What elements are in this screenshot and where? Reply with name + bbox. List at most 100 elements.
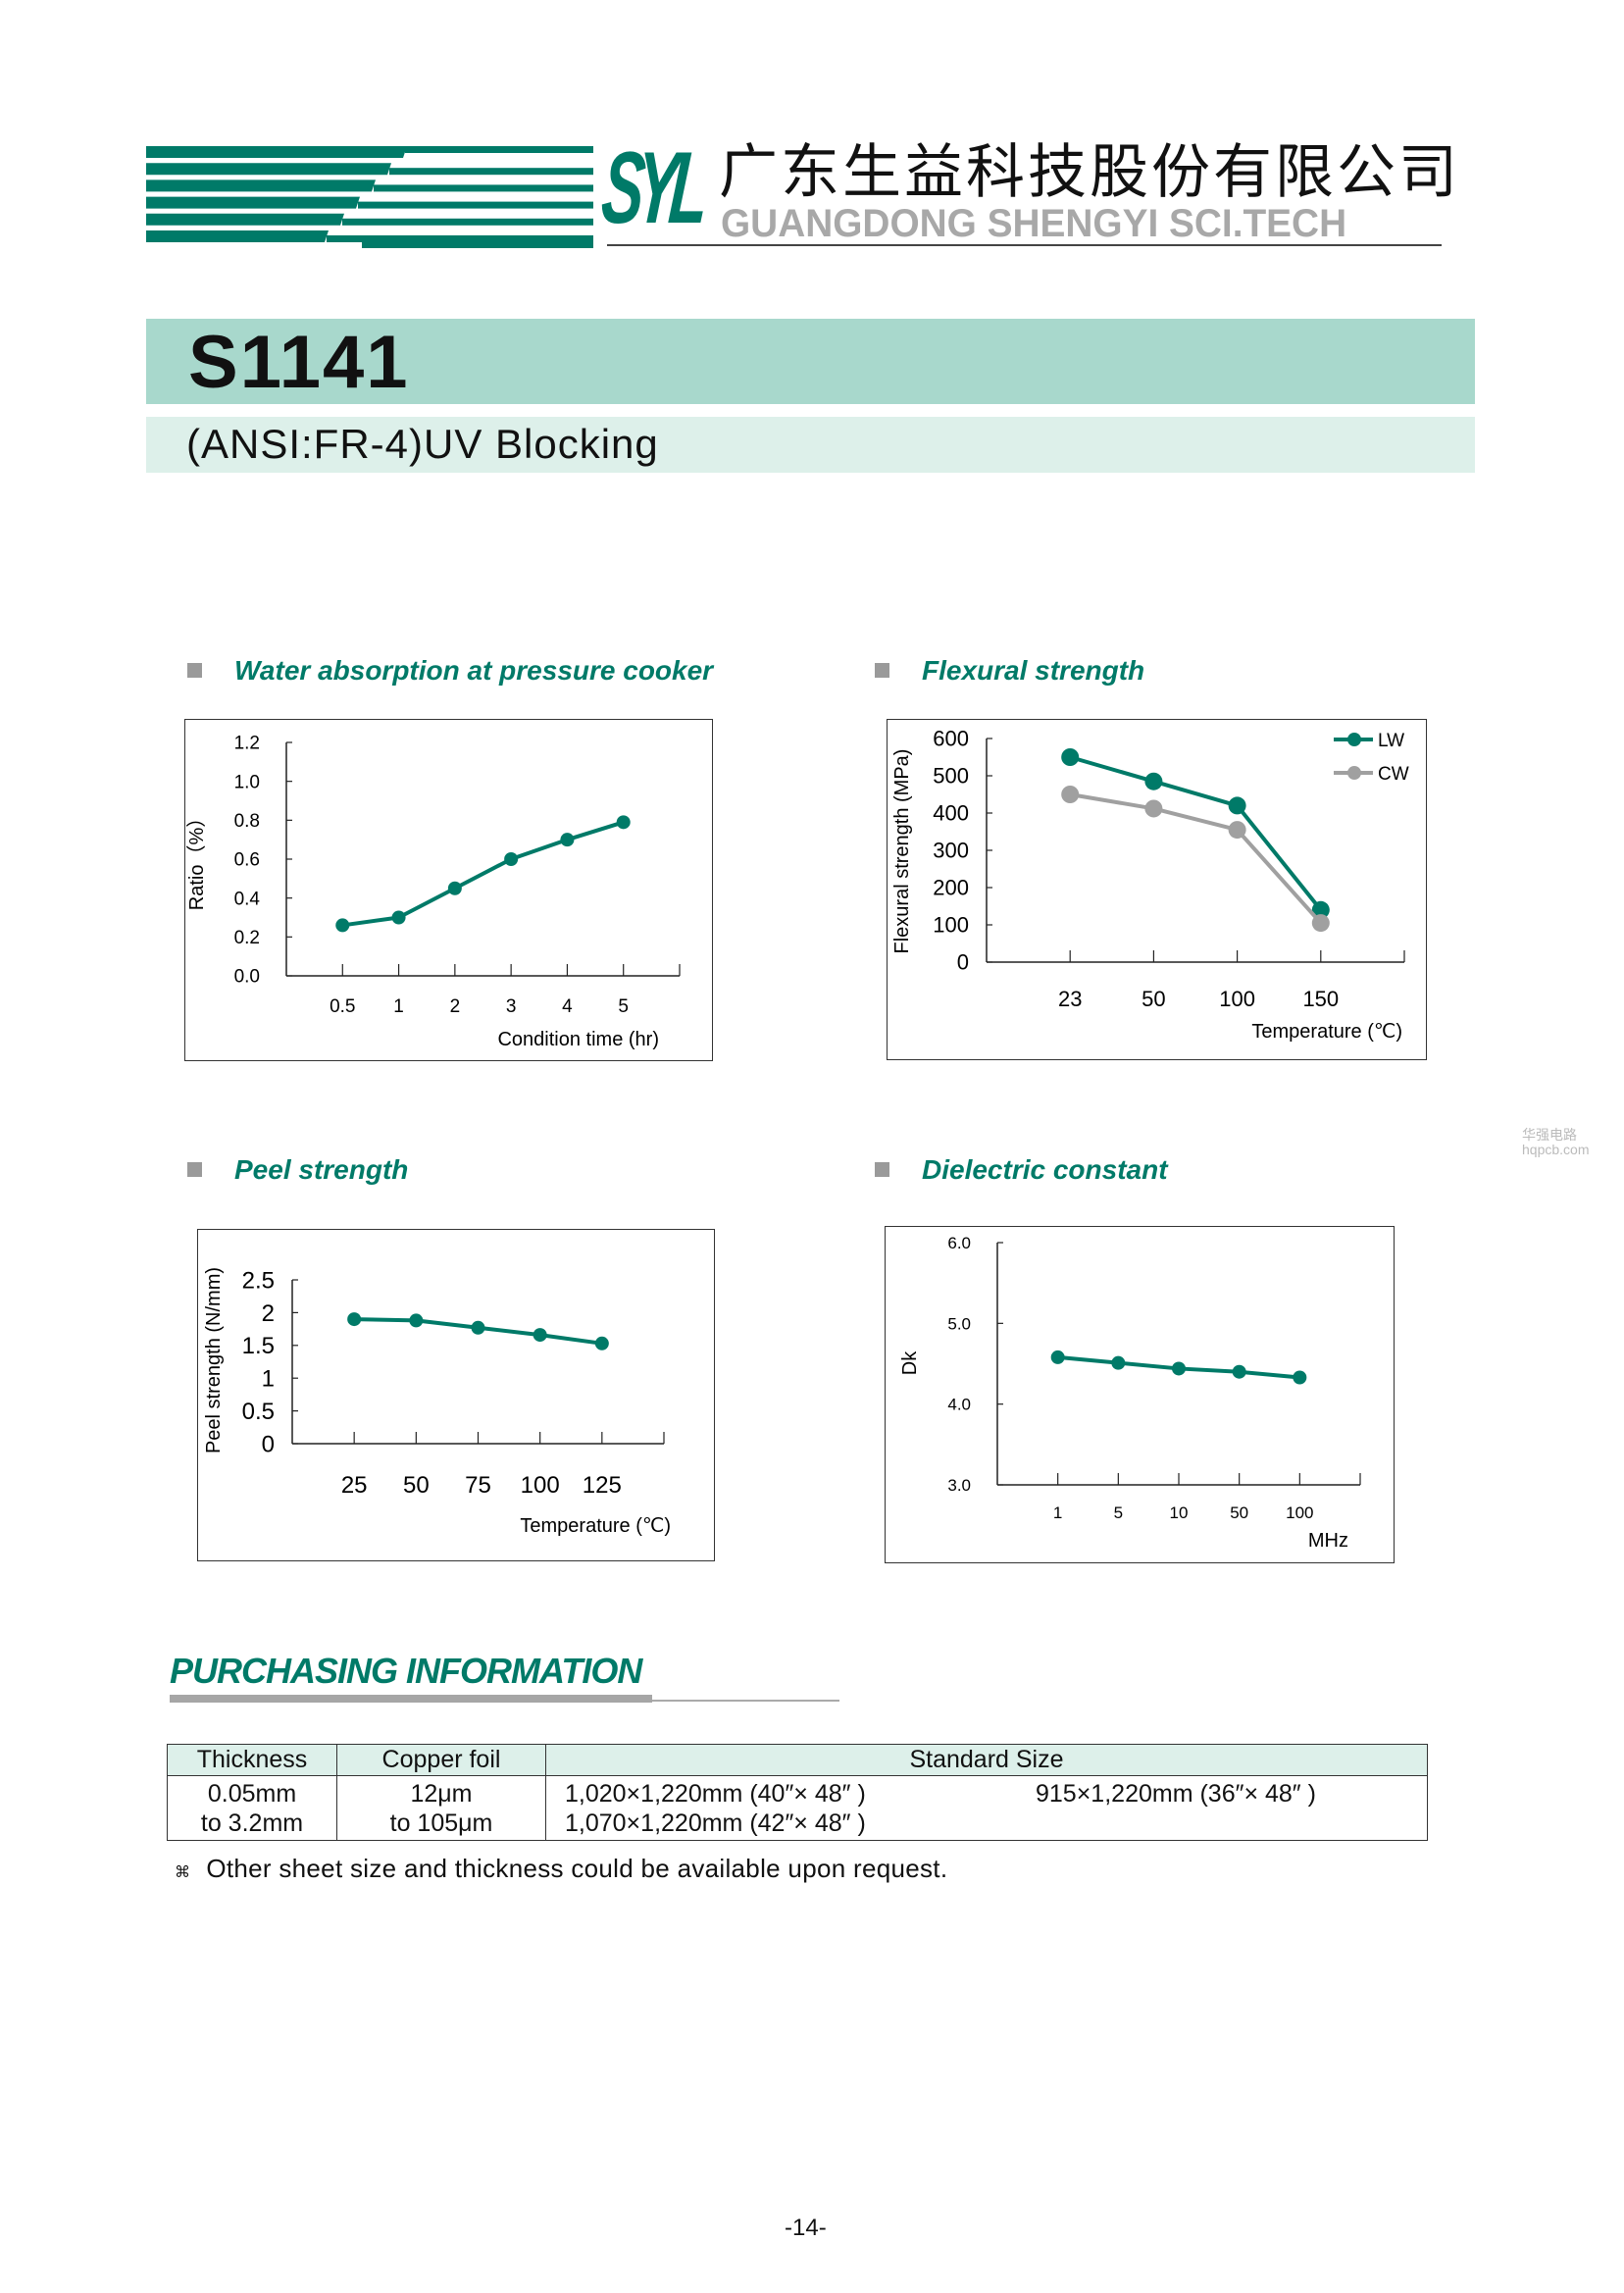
x-tick-label: 3 [506, 996, 517, 1017]
cell-copper-foil: 12μm to 105μm [336, 1775, 546, 1841]
product-band [146, 319, 1475, 404]
legend-label: CW [1378, 764, 1409, 785]
header-divider [607, 244, 1442, 246]
watermark-cn: 华强电路 [1522, 1127, 1577, 1143]
data-point [560, 833, 575, 847]
watermark-url: hqpcb.com [1522, 1141, 1590, 1157]
y-tick-label: 0.5 [242, 1399, 275, 1425]
product-code: S1141 [188, 321, 410, 404]
legend-marker [1347, 733, 1361, 746]
x-tick-label: 50 [403, 1472, 430, 1499]
data-point [1050, 1350, 1065, 1364]
header-standard-size: Standard Size [545, 1744, 1428, 1776]
data-point [1111, 1355, 1126, 1370]
y-tick-label: 0.0 [234, 967, 260, 988]
y-axis-label: Flexural strength (MPa) [891, 749, 913, 954]
data-point [1311, 900, 1330, 919]
data-point [1232, 1364, 1246, 1379]
chart-water: 0.0 0.2 0.4 0.6 0.8 1.0 1.2 0.5 1 2 3 4 5 Condition t… [185, 734, 681, 1050]
y-tick-label: 2.5 [242, 1267, 275, 1294]
section-title-water-absorption: Water absorption at pressure cooker [234, 655, 714, 686]
size-option: 915×1,220mm (36″× 48″ ) [1036, 1779, 1316, 1808]
y-tick-label: 6.0 [947, 1234, 971, 1252]
data-point [409, 1313, 424, 1328]
y-tick-label: 300 [933, 839, 969, 863]
page-number: -14- [785, 2215, 827, 2241]
logo-stripe-bar [146, 179, 376, 192]
company-name-chinese: 广东生益科技股份有限公司 [719, 138, 1460, 207]
x-tick-label: 5 [1114, 1503, 1123, 1522]
header-thickness: Thickness [167, 1744, 337, 1776]
logo-stripe-bar [146, 196, 360, 209]
logo-stripe-bar [146, 213, 344, 226]
logo-stripe-bar [146, 146, 407, 158]
x-tick-label: 100 [1286, 1503, 1313, 1522]
y-tick-label: 2 [262, 1300, 275, 1327]
data-point [594, 1336, 609, 1350]
y-axis-label: Ratio（%） [185, 808, 208, 910]
thickness-min: 0.05mm [207, 1779, 297, 1808]
y-tick-label: 100 [933, 913, 969, 938]
y-tick-label: 500 [933, 764, 969, 789]
data-point [447, 881, 462, 895]
y-axis-label: Peel strength (N/mm) [203, 1267, 225, 1453]
y-tick-label: 3.0 [947, 1476, 971, 1495]
footnote-text: Other sheet size and thickness could be … [206, 1854, 948, 1883]
y-tick-label: 0.6 [234, 850, 260, 871]
copper-min: 12μm [410, 1779, 473, 1808]
x-tick-label: 5 [618, 996, 629, 1017]
data-point [616, 815, 631, 830]
data-point [347, 1312, 362, 1327]
x-tick-label: 10 [1170, 1503, 1189, 1522]
section-title-flexural: Flexural strength [922, 655, 1145, 686]
data-point [1228, 796, 1246, 815]
logo-stripe-line [389, 168, 593, 176]
data-point [1311, 914, 1330, 933]
header-copper-foil: Copper foil [336, 1744, 546, 1776]
data-point [1061, 786, 1080, 803]
bullet-icon [187, 1162, 202, 1177]
purchasing-underline-bar [170, 1695, 652, 1703]
data-point [1172, 1361, 1186, 1376]
logo-stripe-line [362, 241, 593, 248]
data-point [1293, 1370, 1307, 1385]
copper-max: to 105μm [389, 1809, 493, 1837]
bullet-icon [875, 1162, 889, 1177]
y-tick-label: 0.2 [234, 928, 260, 948]
chart-frame-dk [885, 1226, 1395, 1563]
series-line-data [342, 820, 625, 928]
size-option: 1,070×1,220mm (42″× 48″ ) [565, 1809, 866, 1837]
section-title-peel: Peel strength [234, 1154, 409, 1185]
x-tick-label: 50 [1142, 987, 1165, 1011]
section-title-dk: Dielectric constant [922, 1154, 1168, 1185]
purchasing-table: Thickness Copper foil Standard Size 0.05… [167, 1744, 1428, 1841]
x-tick-label: 23 [1058, 987, 1082, 1011]
x-axis-label: Temperature (℃) [1251, 1021, 1402, 1043]
data-point [504, 852, 519, 866]
y-tick-label: 1.0 [234, 772, 260, 792]
product-subtitle: (ANSI:FR-4)UV Blocking [186, 421, 659, 467]
x-tick-label: 0.5 [330, 996, 355, 1017]
y-tick-label: 5.0 [947, 1314, 971, 1333]
y-tick-label: 0 [262, 1431, 275, 1457]
y-tick-label: 0.4 [234, 889, 261, 909]
watermark: 华强电路 hqpcb.com [1522, 1128, 1589, 1156]
subtitle-band [146, 417, 1475, 473]
y-axis-label: Dk [899, 1350, 921, 1375]
y-tick-label: 1.2 [234, 734, 260, 754]
x-tick-label: 50 [1230, 1503, 1248, 1522]
x-axis-label: Temperature (℃) [520, 1515, 671, 1537]
chart-flexural: 0 100 200 300 400 500 600 23 50 100 150 Temperature… [891, 727, 1409, 1043]
purchasing-underline-line [652, 1700, 839, 1702]
data-point [1144, 772, 1163, 790]
series-line-lw [1069, 755, 1323, 912]
x-tick-label: 4 [562, 996, 573, 1017]
footnote-mark-icon: ⌘ [175, 1864, 191, 1881]
chart-dk: 3.0 4.0 5.0 6.0 1 5 10 50 100 MHz Dk [899, 1234, 1361, 1552]
footnote: ⌘ Other sheet size and thickness could be… [175, 1854, 947, 1884]
bullet-icon [875, 663, 889, 678]
x-axis-label: MHz [1308, 1530, 1348, 1552]
y-tick-label: 600 [933, 727, 969, 751]
table-row: 0.05mm to 3.2mm 12μm to 105μm 1,020×1,22… [167, 1775, 1428, 1841]
data-point [1144, 799, 1163, 818]
